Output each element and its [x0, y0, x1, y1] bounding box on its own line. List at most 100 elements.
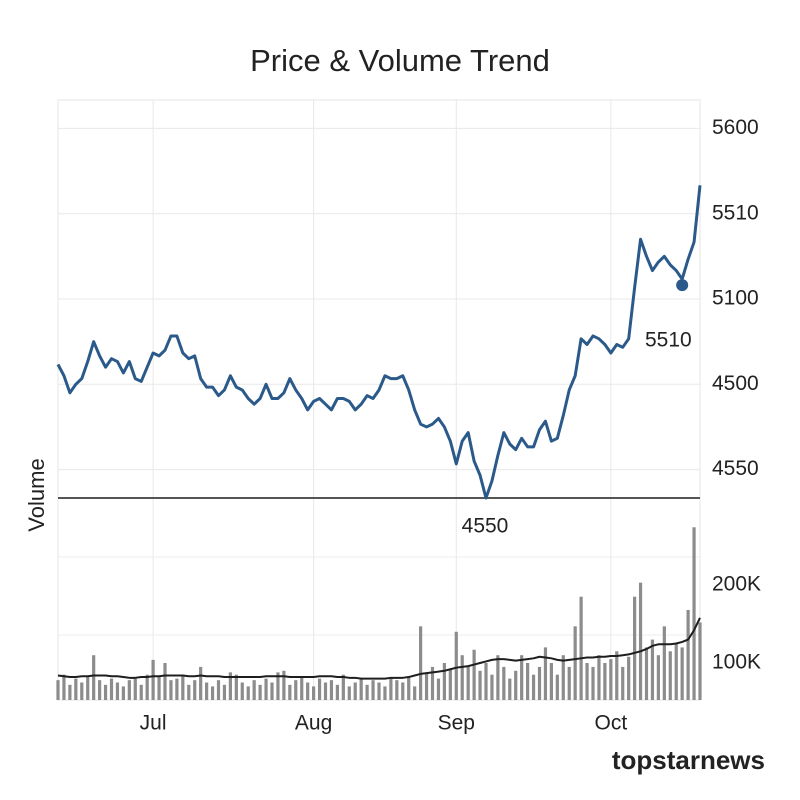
y-tick-label: 5600 [712, 116, 759, 139]
moving-average-line [57, 617, 701, 680]
volume-bar [555, 674, 559, 700]
y2-tick-label: 100K [712, 651, 761, 674]
volume-bar [252, 680, 256, 700]
volume-bar [656, 655, 660, 700]
volume-bar [151, 659, 155, 700]
volume-bar [597, 655, 601, 700]
volume-bar [169, 680, 173, 700]
volume-bar [246, 686, 250, 700]
volume-bar [145, 674, 149, 700]
volume-bar [413, 686, 417, 700]
volume-bar [591, 666, 595, 700]
volume-bar [74, 678, 78, 700]
volume-bar [436, 678, 441, 700]
volume-bar [561, 655, 565, 700]
volume-bar [442, 663, 446, 700]
volume-bar [240, 682, 244, 700]
volume-bar [389, 678, 393, 700]
x-tick-label: Sep [438, 712, 475, 735]
y-tick-label: 5100 [712, 287, 759, 310]
volume-bar [514, 670, 518, 700]
volume-bar [460, 655, 464, 700]
x-tick-label: Aug [295, 712, 332, 735]
volume-bar [430, 666, 435, 700]
volume-bar [502, 666, 506, 700]
volume-bar [448, 669, 452, 700]
volume-bar [365, 684, 369, 700]
y2-axis-label: Volume [24, 458, 49, 531]
volume-bar [276, 672, 280, 700]
volume-bar [615, 651, 619, 700]
volume-bar [537, 666, 542, 700]
volume-bar [674, 643, 678, 700]
volume-bar [329, 680, 334, 700]
volume-bar [270, 682, 274, 700]
volume-bar [698, 622, 702, 700]
annotation: 5510 [645, 329, 692, 352]
price-marker [676, 279, 689, 292]
volume-bar [383, 686, 387, 700]
volume-bar [323, 682, 328, 700]
volume-bar [127, 680, 131, 700]
volume-bar [175, 678, 179, 700]
annotation: 4550 [462, 515, 509, 538]
volume-bar [157, 677, 161, 700]
x-tick-label: Jul [140, 712, 167, 735]
volume-bar [668, 651, 672, 700]
volume-bar [62, 674, 66, 700]
volume-bar [585, 663, 589, 700]
volume-bar [133, 678, 137, 700]
volume-bar [650, 639, 655, 700]
volume-bar [68, 684, 72, 700]
volume-bar [609, 659, 613, 700]
volume-bar [371, 680, 375, 700]
volume-bar [234, 674, 238, 700]
y-tick-label: 5510 [712, 201, 759, 224]
volume-bar [638, 582, 643, 700]
volume-bar [317, 678, 322, 700]
volume-bar [210, 686, 215, 700]
volume-bar [347, 686, 351, 700]
volume-bar [603, 663, 607, 700]
volume-bar [621, 666, 625, 700]
volume-bar [478, 670, 482, 700]
x-tick-label: Oct [594, 712, 627, 735]
volume-bar [282, 670, 286, 700]
volume-bar [419, 626, 423, 700]
watermark: topstarnews [612, 745, 765, 775]
volume-bar [294, 680, 298, 700]
volume-bar [353, 682, 357, 700]
volume-bar [508, 678, 512, 700]
volume-bar [407, 677, 411, 700]
volume-bar [644, 647, 649, 700]
volume-bar [264, 678, 268, 700]
volume-bar [121, 686, 125, 700]
volume-bar [424, 672, 429, 700]
volume-bar [80, 682, 84, 700]
volume-bar [115, 682, 120, 700]
volume-bar [306, 682, 310, 700]
volume-bar [567, 666, 571, 700]
volume-bar [549, 663, 553, 700]
volume-bar [56, 680, 60, 700]
volume-bar [216, 680, 221, 700]
volume-bar [222, 684, 227, 700]
volume-bar [199, 666, 203, 700]
volume-bar [377, 682, 381, 700]
volume-bar [109, 678, 114, 700]
volume-bar [258, 684, 262, 700]
y-tick-label: 4500 [712, 372, 759, 395]
volume-bar [228, 672, 232, 700]
volume-bar [359, 678, 363, 700]
price-line [56, 185, 702, 500]
volume-bar [98, 680, 102, 700]
volume-bar [139, 684, 143, 700]
volume-bar [163, 663, 167, 700]
volume-bar [300, 677, 304, 700]
volume-bar [205, 682, 209, 700]
volume-bar [627, 656, 631, 700]
volume-bar [92, 655, 96, 700]
volume-bar [526, 663, 530, 700]
volume-bar [335, 684, 339, 700]
